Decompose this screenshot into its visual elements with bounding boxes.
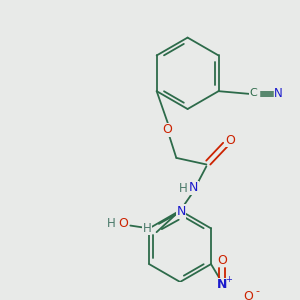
Text: N: N: [217, 278, 227, 291]
Text: O: O: [225, 134, 235, 146]
Text: H: H: [143, 222, 152, 235]
Text: -: -: [255, 286, 259, 296]
Text: O: O: [244, 290, 254, 300]
Text: C: C: [249, 88, 257, 98]
Text: O: O: [162, 123, 172, 136]
Text: +: +: [225, 274, 232, 284]
Text: N: N: [188, 182, 198, 194]
Text: N: N: [274, 88, 283, 100]
Text: O: O: [217, 254, 227, 267]
Text: O: O: [118, 217, 128, 230]
Text: N: N: [176, 205, 186, 218]
Text: H: H: [107, 217, 116, 230]
Text: H: H: [178, 182, 187, 195]
